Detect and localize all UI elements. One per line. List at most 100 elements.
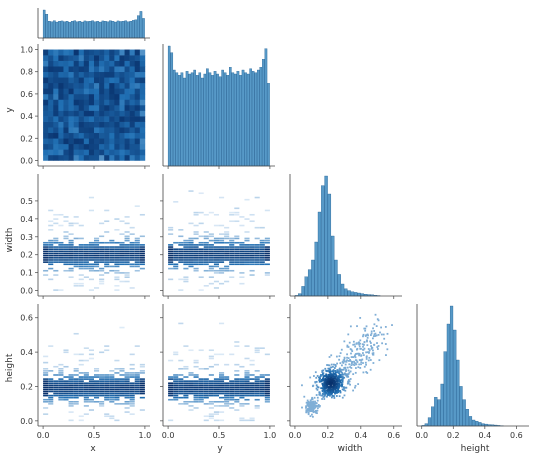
joint-height-y-cell <box>208 394 214 397</box>
joint-height-x-cell <box>124 407 130 409</box>
joint-width-y-cell <box>198 263 204 266</box>
joint-width-y-cell <box>208 282 214 285</box>
joint-width-x-cell <box>53 246 59 248</box>
joint-width-y-cell <box>193 267 199 270</box>
joint-width-y-cell <box>249 257 255 259</box>
joint-width-y-cell <box>193 269 199 272</box>
joint-width-y-cell <box>264 274 270 276</box>
heat-cell-y-x <box>88 88 95 95</box>
joint-width-x-cell <box>88 254 94 257</box>
joint-height-x-cell <box>109 415 115 418</box>
scatter-height-width-point <box>376 318 379 321</box>
joint-height-x-cell <box>124 378 130 380</box>
scatter-height-width-point <box>347 379 350 381</box>
joint-width-y-cell <box>254 196 260 199</box>
hist-y-bar <box>241 69 245 167</box>
height-axis-ytick-label: 0.4 <box>20 348 33 357</box>
joint-height-y-cell <box>208 355 214 358</box>
joint-height-x-cell <box>88 388 94 391</box>
heat-cell-y-x <box>94 154 100 161</box>
heat-cell-y-x <box>63 105 69 111</box>
joint-width-x-cell <box>124 254 130 257</box>
scatter-height-width-point <box>328 383 331 386</box>
heat-cell-y-x <box>48 154 54 161</box>
joint-width-y-cell <box>213 272 219 274</box>
joint-height-x-cell <box>99 382 105 385</box>
scatter-height-width-point <box>321 373 324 376</box>
hist-width-bar <box>344 288 348 297</box>
heat-cell-y-x <box>134 93 141 100</box>
joint-width-x-cell <box>99 282 105 285</box>
scatter-height-width-point <box>353 343 356 346</box>
joint-height-y-cell <box>224 390 230 393</box>
joint-height-x-cell <box>134 382 140 385</box>
heat-cell-y-x <box>63 154 69 161</box>
joint-width-y-cell <box>239 252 245 255</box>
joint-height-x-cell <box>83 394 89 397</box>
joint-height-x-cell <box>134 345 140 347</box>
scatter-height-width-point <box>350 356 353 358</box>
joint-width-x-cell <box>53 259 59 261</box>
scatter-height-width-point <box>332 365 334 368</box>
joint-height-x-cell <box>88 353 94 356</box>
joint-width-y-cell <box>234 235 240 238</box>
joint-height-y-cell <box>183 380 189 382</box>
joint-width-y-cell <box>208 248 214 251</box>
joint-height-x-cell <box>104 398 110 401</box>
joint-width-x-cell <box>58 213 64 216</box>
heat-cell-y-x <box>83 88 90 95</box>
joint-width-y-cell <box>198 289 204 291</box>
scatter-height-width-point <box>317 404 320 406</box>
joint-width-x-cell <box>43 254 49 257</box>
joint-width-y-cell <box>173 250 179 253</box>
joint-height-y-cell <box>254 394 260 397</box>
heat-cell-y-x <box>109 110 115 117</box>
hist-x-bar <box>76 21 79 39</box>
joint-height-x-cell <box>73 382 79 385</box>
scatter-height-width-point <box>348 341 351 344</box>
heat-cell-y-x <box>114 77 120 84</box>
scatter-height-width-point <box>349 383 351 386</box>
joint-height-x-cell <box>114 392 120 395</box>
joint-width-y-cell <box>239 272 245 274</box>
joint-height-y-cell <box>203 384 209 387</box>
joint-width-y-cell <box>198 276 204 278</box>
scatter-height-width-point <box>335 395 338 397</box>
joint-height-y-cell <box>178 403 184 405</box>
scatter-height-width-point <box>369 342 372 344</box>
joint-width-x-cell <box>109 259 115 261</box>
scatter-height-width-point <box>316 405 319 407</box>
joint-height-x-cell <box>73 386 79 389</box>
joint-width-y-cell <box>239 216 245 218</box>
hist-x-bar <box>124 20 127 39</box>
scatter-height-width-point <box>338 379 341 381</box>
joint-height-y-cell <box>208 400 214 403</box>
heat-cell-y-x <box>114 99 120 106</box>
heat-cell-y-x <box>124 105 130 111</box>
joint-height-x-cell <box>109 390 115 393</box>
joint-width-y-cell <box>203 254 209 257</box>
joint-width-y-cell <box>203 269 209 272</box>
joint-width-x-cell <box>119 244 125 246</box>
heat-cell-y-x <box>53 49 59 56</box>
hist-y-bar <box>264 48 268 167</box>
joint-width-x-cell <box>83 265 89 268</box>
joint-width-x-cell <box>68 241 74 244</box>
joint-width-y-cell <box>219 254 225 257</box>
joint-height-x-cell <box>119 367 125 370</box>
width-axis-ytick-label: 0.1 <box>20 269 33 278</box>
joint-height-x-cell <box>129 384 135 387</box>
joint-height-x-cell <box>94 374 100 376</box>
joint-width-x-cell <box>134 261 140 263</box>
heat-cell-y-x <box>63 143 69 150</box>
heat-cell-y-x <box>139 149 146 156</box>
joint-width-y-cell <box>249 269 255 272</box>
scatter-height-width-point <box>347 373 350 375</box>
joint-width-y-cell <box>173 265 179 268</box>
joint-width-y-cell <box>193 252 199 255</box>
height-axis-xtick-label: 0.4 <box>478 431 491 440</box>
joint-width-x-cell <box>124 276 130 278</box>
joint-height-y-cell <box>219 419 225 422</box>
joint-width-y-cell <box>203 231 209 233</box>
joint-height-y-cell <box>219 411 225 413</box>
